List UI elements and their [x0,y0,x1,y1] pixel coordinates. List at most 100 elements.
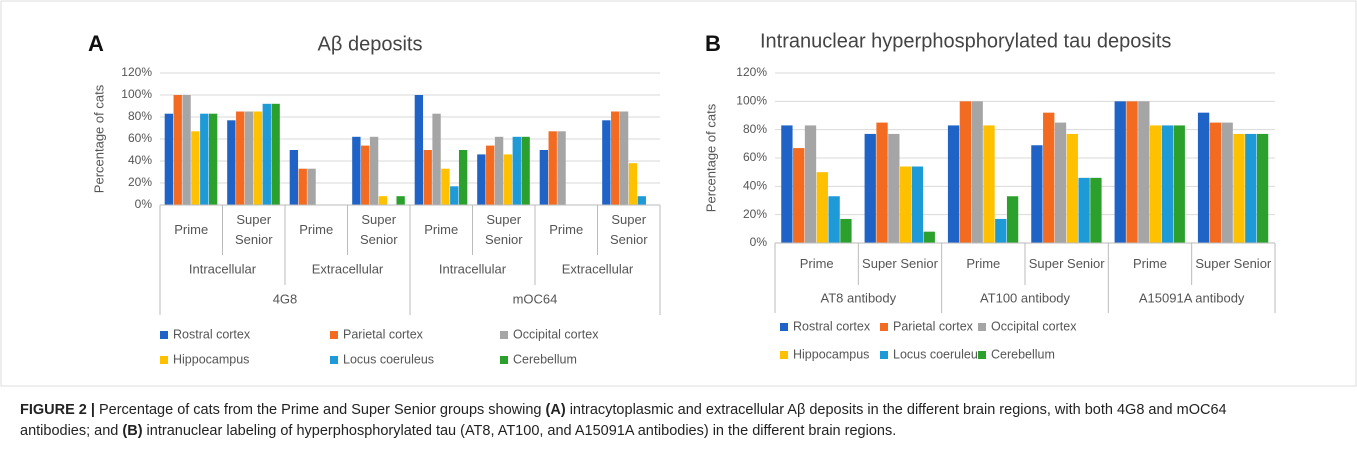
bar [271,103,280,205]
caption-text: intranuclear labeling of hyperphosphoryl… [142,423,897,439]
bar [1114,101,1126,243]
bar [361,145,370,205]
bar [289,150,299,205]
legend-label: Cerebellum [513,352,577,366]
legend-label: Hippocampus [173,352,249,366]
y-tick-label: 120% [736,65,767,79]
bar [602,120,611,205]
bar [1256,133,1269,243]
chart-title: Aβ deposits [318,33,423,55]
bar [1031,145,1043,243]
bar [1173,125,1185,243]
bar [378,196,388,205]
legend-label: Locus coeruleus [893,347,984,361]
group-label: Extracellular [562,261,634,276]
legend-swatch [330,356,338,364]
legend-swatch [780,323,788,331]
bar [923,231,935,243]
bar [539,150,549,205]
bar [1197,112,1210,244]
bar [1245,133,1257,243]
bar [182,95,191,205]
x-tick-label-box: Super Senior [1195,256,1272,271]
bar [1043,112,1055,244]
bar [1221,122,1233,243]
bar [804,125,817,243]
legend-swatch [978,323,986,331]
bar [396,196,405,205]
panel-letter: B [705,31,721,56]
bar [1161,125,1174,243]
x-tick-label: Super Senior [234,212,273,247]
bar [458,150,468,205]
x-tick-label: Super Senior [609,212,648,247]
bar [244,111,254,205]
legend-label: Locus coeruleus [343,352,434,366]
legend-swatch [880,351,888,359]
bar [200,113,209,205]
caption-text: (A) [545,402,566,418]
legend-swatch [880,323,888,331]
legend-label: Rostral cortex [793,319,871,333]
x-tick-label: Super Senior [1195,256,1272,271]
bar [1126,101,1138,243]
legend-swatch [160,331,168,339]
group-label: AT8 antibody [821,290,897,305]
legend-swatch [330,331,338,339]
bar [512,136,521,205]
bar [947,125,960,243]
x-tick-label-box: Super Senior [359,212,398,247]
x-tick-label-box: Super Senior [485,212,523,247]
y-tick-label: 20% [743,207,767,221]
bar [1078,177,1090,243]
bar [781,125,793,243]
caption: FIGURE 2 | Percentage of cats from the P… [20,400,1270,442]
bar [173,95,182,205]
x-tick-label: Super Senior [1028,256,1105,271]
bar [793,148,805,243]
x-tick-label-box: Super Senior [234,212,273,247]
legend-label: Occipital cortex [513,327,599,341]
bar [995,218,1007,243]
y-tick-label: 100% [121,87,152,101]
legend-label: Rostral cortex [173,327,251,341]
bar [298,168,307,205]
bar [900,166,912,243]
bar [971,101,983,243]
bar [1006,196,1019,243]
x-tick-label-box: Prime [299,222,333,237]
bar [1090,177,1102,243]
bar [1138,101,1150,243]
group-label: 4G8 [273,291,298,306]
caption-text: FIGURE 2 | [20,402,95,418]
legend-swatch [500,331,508,339]
y-tick-label: 60% [743,150,767,164]
caption-text: intracytoplasmic and extracellular Aβ de… [20,402,1227,439]
bar [888,133,900,243]
bar [486,145,495,205]
group-label: AT100 antibody [980,290,1071,305]
x-tick-label: Super Senior [359,212,398,247]
bar [611,111,620,205]
y-tick-label: 80% [743,122,767,136]
bar [441,168,450,205]
bar [494,136,504,205]
legend-label: Cerebellum [991,347,1055,361]
y-tick-label: 20% [128,175,152,189]
x-tick-label-box: Prime [174,222,209,237]
bar [548,131,557,205]
x-tick-label-box: Prime [800,256,834,271]
y-tick-label: 0% [750,235,768,249]
bar [1150,125,1162,243]
legend-swatch [780,351,788,359]
bar [423,150,432,205]
legend-swatch [160,356,168,364]
group-label: Intracellular [189,261,257,276]
bar [369,136,379,205]
x-tick-label-box: Super Senior [862,256,938,271]
x-tick-label: Prime [174,222,209,237]
bar [628,163,638,205]
bar [450,186,459,205]
bar [876,122,888,243]
bar [164,113,174,205]
